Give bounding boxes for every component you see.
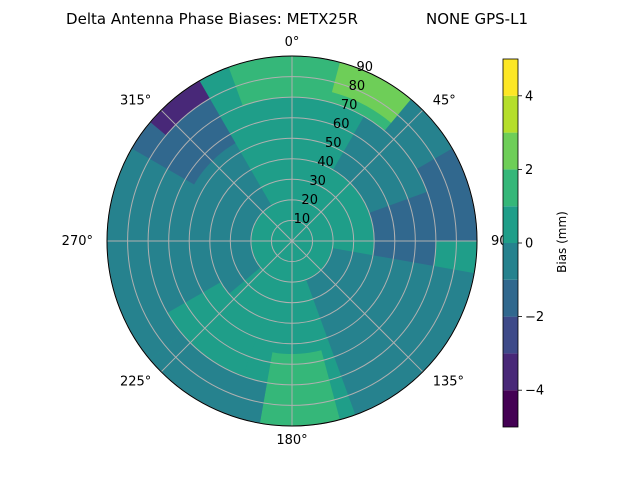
- contour-region-5: [416, 148, 477, 241]
- angular-gridline-225: [160, 240, 293, 373]
- colorbar-tick-label: 4: [525, 89, 533, 104]
- colorbar-level-7: [503, 132, 518, 170]
- angular-gridline-315: [160, 109, 293, 242]
- angle-tick-label: 180°: [276, 433, 307, 448]
- colorbar-level-5: [503, 206, 518, 243]
- radial-tick-label: 80: [349, 79, 366, 94]
- angular-gridline-135: [291, 240, 424, 373]
- colorbar-level-8: [503, 95, 518, 133]
- colorbar-level-6: [503, 169, 518, 207]
- colorbar-level-2: [503, 316, 518, 354]
- polar-frame: [106, 55, 478, 427]
- angle-tick-label: 225°: [120, 375, 151, 390]
- colorbar-level-3: [503, 279, 518, 317]
- radial-tick-label: 50: [325, 136, 342, 151]
- colorbar-tick-label: 0: [525, 237, 533, 252]
- contour-region-10: [150, 80, 210, 136]
- chart-title-right: NONE GPS-L1: [426, 10, 528, 28]
- radial-tick-label: 60: [333, 117, 350, 132]
- angle-tick-label: 45°: [433, 93, 456, 108]
- colorbar-label: Bias (mm): [555, 211, 569, 273]
- colorbar-level-0: [503, 390, 518, 427]
- radial-tick-label: 40: [317, 155, 334, 170]
- angular-gridline-45: [291, 109, 424, 242]
- radial-tick-label: 30: [309, 174, 326, 189]
- chart-title: Delta Antenna Phase Biases: METX25R: [66, 10, 358, 28]
- colorbar-level-4: [503, 243, 518, 280]
- angle-tick-label: 270°: [62, 234, 93, 249]
- colorbar: −4 −2 0 2 4 Bias (mm): [502, 58, 569, 428]
- radial-tick-label: 10: [294, 212, 311, 227]
- angle-tick-label: 315°: [120, 93, 151, 108]
- contour-region-7: [150, 333, 267, 424]
- angle-tick-label: 0°: [285, 35, 300, 50]
- contour-region-6: [259, 350, 340, 426]
- colorbar-tick-label: −2: [525, 310, 544, 325]
- radial-tick-label: 20: [301, 193, 318, 208]
- colorbar-level-9: [503, 59, 518, 96]
- colorbar-level-1: [503, 353, 518, 391]
- polar-plot-area: 0°45°90°135°180°225°270°315° 10203040506…: [62, 35, 514, 448]
- angle-tick-label: 135°: [433, 375, 464, 390]
- radial-tick-label: 90: [357, 60, 374, 75]
- contour-region-3: [331, 62, 411, 123]
- radial-tick-label: 70: [341, 98, 358, 113]
- colorbar-tick-label: −4: [525, 384, 544, 399]
- colorbar-tick-label: 2: [525, 163, 533, 178]
